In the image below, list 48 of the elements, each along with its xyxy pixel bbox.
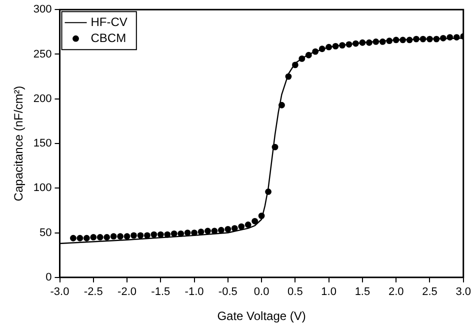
point [144, 232, 150, 239]
legend-label: HF-CV [90, 14, 128, 29]
x-tick-label: 2.0 [388, 286, 404, 298]
point [238, 223, 245, 230]
point [198, 228, 204, 236]
x-tick-label: -2.0 [118, 286, 137, 298]
x-tick-label: -3.0 [50, 286, 70, 298]
x-tick-label: 0.0 [254, 286, 270, 298]
legend-label: CBCM [90, 30, 126, 45]
y-axis-title: Capacitance (nF/cm²) [12, 86, 26, 202]
point [110, 233, 117, 240]
y-tick-label: 0 [46, 271, 52, 284]
x-tick-label: -1.0 [184, 286, 204, 298]
x-tick-label: 3.0 [456, 286, 472, 298]
x-tick-label: 0.5 [288, 286, 303, 298]
y-tick-label: 300 [33, 4, 52, 16]
point [137, 232, 144, 239]
x-tick-label: -0.5 [218, 286, 238, 298]
y-tick-label: 200 [33, 92, 52, 105]
point [150, 231, 158, 238]
point [70, 234, 76, 242]
point [170, 230, 178, 237]
point [157, 231, 164, 238]
point [218, 226, 224, 234]
x-tick-label: 1.0 [321, 286, 336, 298]
point [244, 222, 252, 228]
point [117, 233, 124, 240]
x-axis-title: Gate Voltage (V) [217, 309, 306, 324]
point [104, 234, 110, 240]
point [252, 218, 258, 224]
point [224, 226, 232, 232]
point [76, 234, 84, 242]
x-tick-label: -2.5 [84, 286, 103, 298]
point [204, 228, 211, 234]
x-tick-label: -1.5 [151, 286, 170, 298]
point [90, 234, 97, 240]
point [124, 233, 130, 240]
y-tick-label: 100 [33, 182, 52, 194]
point [83, 234, 90, 242]
point [231, 225, 238, 232]
x-tick-label: 1.5 [354, 286, 370, 298]
point [184, 230, 191, 236]
y-tick-label: 250 [33, 48, 52, 60]
y-tick-label: 150 [33, 138, 52, 150]
point [96, 234, 104, 240]
point [130, 232, 137, 239]
y-tick-label: 50 [40, 226, 52, 239]
x-tick-label: 2.5 [422, 286, 438, 298]
